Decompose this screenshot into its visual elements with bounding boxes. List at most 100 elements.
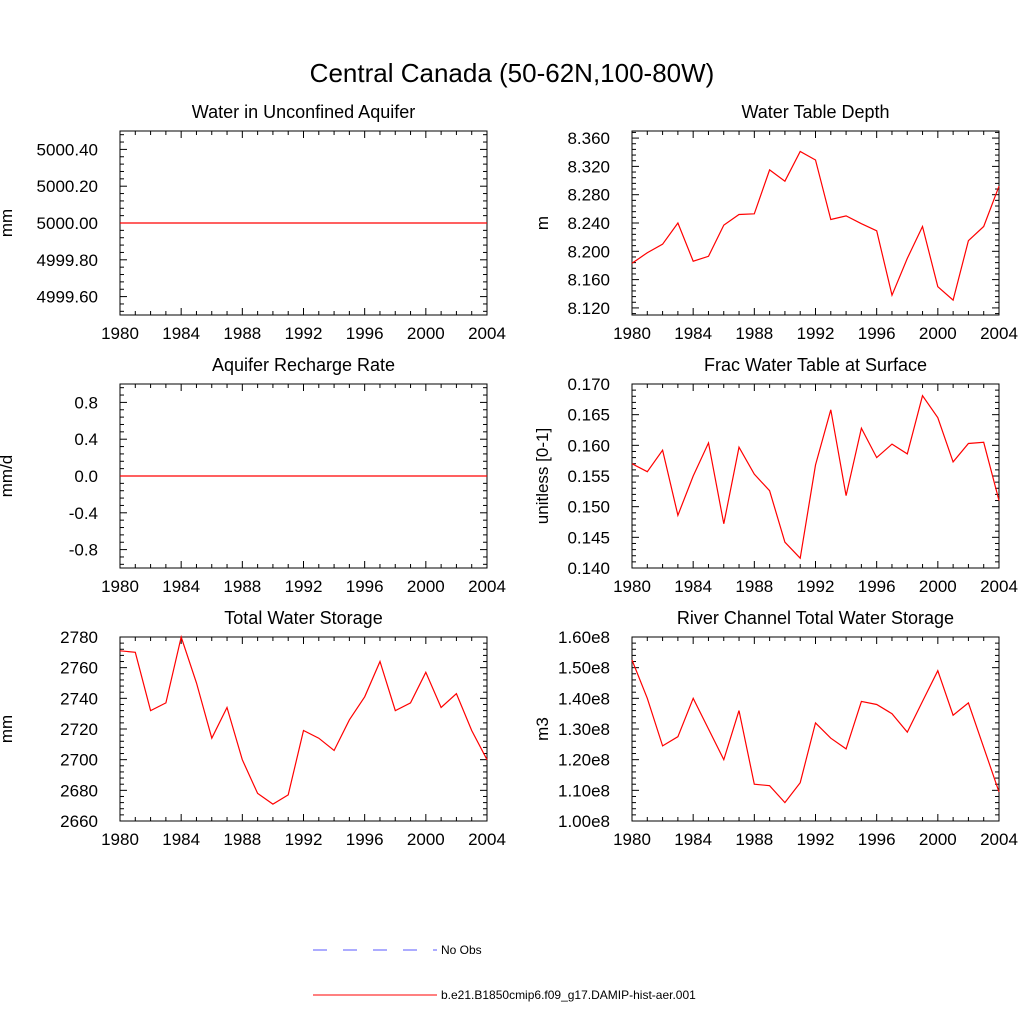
- y-tick-label: 2700: [60, 751, 98, 770]
- y-tick-label: 5000.20: [37, 177, 98, 196]
- x-tick-label: 1988: [735, 577, 773, 596]
- x-tick-label: 2000: [407, 324, 445, 343]
- y-tick-label: 2680: [60, 781, 98, 800]
- x-tick-label: 1980: [613, 830, 651, 849]
- x-tick-label: 2000: [919, 830, 957, 849]
- panel-title: Frac Water Table at Surface: [704, 355, 927, 375]
- y-tick-label: 8.360: [567, 129, 610, 148]
- y-tick-label: 8.320: [567, 157, 610, 176]
- panel-aquifer-recharge-rate: Aquifer Recharge Rate 1980 1984 1988 1992 199…: [0, 355, 506, 596]
- plot-frame: [631, 636, 1000, 822]
- x-tick-label: 1988: [223, 830, 261, 849]
- x-tick-label: 2000: [919, 324, 957, 343]
- y-axis-label: m3: [533, 717, 552, 741]
- x-tick-label: 1980: [613, 577, 651, 596]
- panel-title: Total Water Storage: [224, 608, 382, 628]
- x-tick-label: 1984: [674, 830, 712, 849]
- y-tick-label: 0.0: [74, 467, 98, 486]
- panel-water-in-unconfined-aquifer: Water in Unconfined Aquifer 1980 1984 1988 1…: [0, 102, 506, 343]
- y-tick-label: 1.00e8: [558, 812, 610, 831]
- y-tick-label: 8.120: [567, 299, 610, 318]
- x-tick-label: 1984: [674, 324, 712, 343]
- y-axis-label: mm/d: [0, 455, 16, 498]
- legend-label-model: b.e21.B1850cmip6.f09_g17.DAMIP-hist-aer.…: [441, 988, 696, 1002]
- x-tick-label: 2000: [407, 577, 445, 596]
- series-line: [631, 394, 1000, 560]
- x-tick-label: 1980: [101, 577, 139, 596]
- y-tick-label: 2760: [60, 659, 98, 678]
- x-tick-label: 1996: [858, 830, 896, 849]
- panel-title: Water in Unconfined Aquifer: [192, 102, 415, 122]
- panel-water-table-depth: Water Table Depth 1980 1984 1988 1992 1996 200…: [533, 102, 1018, 343]
- y-tick-label: 0.145: [567, 528, 610, 547]
- y-axis-label: mm: [0, 209, 16, 237]
- x-tick-label: 1992: [285, 577, 323, 596]
- y-tick-label: 1.10e8: [558, 781, 610, 800]
- legend-label-no-obs: No Obs: [441, 943, 482, 957]
- x-tick-label: 1996: [346, 324, 384, 343]
- x-tick-label: 2004: [980, 324, 1018, 343]
- x-tick-label: 1984: [674, 577, 712, 596]
- y-tick-label: 0.8: [74, 393, 98, 412]
- x-tick-label: 1984: [162, 324, 200, 343]
- y-tick-label: 8.160: [567, 271, 610, 290]
- y-axis-label: unitless [0-1]: [533, 428, 552, 524]
- x-tick-label: 2004: [980, 577, 1018, 596]
- y-tick-label: 0.155: [567, 467, 610, 486]
- y-tick-label: 0.4: [74, 430, 98, 449]
- y-axis-label: m: [533, 216, 552, 230]
- y-tick-label: 0.170: [567, 375, 610, 394]
- x-tick-label: 1996: [858, 577, 896, 596]
- series-line: [631, 659, 1000, 804]
- y-axis-label: mm: [0, 715, 16, 743]
- x-tick-label: 1996: [858, 324, 896, 343]
- y-tick-label: 1.60e8: [558, 628, 610, 647]
- x-tick-label: 1988: [735, 324, 773, 343]
- y-tick-label: -0.8: [69, 541, 98, 560]
- y-tick-label: 5000.40: [37, 140, 98, 159]
- y-tick-label: 0.140: [567, 559, 610, 578]
- y-tick-label: 8.280: [567, 186, 610, 205]
- y-tick-label: 1.40e8: [558, 689, 610, 708]
- panel-title: Aquifer Recharge Rate: [212, 355, 395, 375]
- panels: Water in Unconfined Aquifer 1980 1984 1988 1…: [0, 102, 1018, 849]
- y-tick-label: 1.20e8: [558, 751, 610, 770]
- x-tick-label: 2000: [919, 577, 957, 596]
- x-tick-label: 1984: [162, 830, 200, 849]
- x-tick-label: 1992: [285, 324, 323, 343]
- y-tick-label: 2780: [60, 628, 98, 647]
- x-tick-label: 2004: [468, 324, 506, 343]
- main-title: Central Canada (50-62N,100-80W): [310, 58, 715, 88]
- y-tick-label: 2740: [60, 689, 98, 708]
- panel-frac-water-table-at-surface: Frac Water Table at Surface 1980 1984 1988 1…: [533, 355, 1018, 596]
- y-tick-label: 2660: [60, 812, 98, 831]
- x-tick-label: 1984: [162, 577, 200, 596]
- x-tick-label: 2004: [468, 577, 506, 596]
- x-tick-label: 1996: [346, 577, 384, 596]
- x-tick-label: 1988: [223, 577, 261, 596]
- series-line: [119, 634, 488, 805]
- x-tick-label: 2000: [407, 830, 445, 849]
- panel-total-water-storage: Total Water Storage 1980 1984 1988 1992 1996 2…: [0, 608, 506, 849]
- y-tick-label: 2720: [60, 720, 98, 739]
- y-tick-label: 0.160: [567, 436, 610, 455]
- x-tick-label: 2004: [468, 830, 506, 849]
- x-tick-label: 1980: [101, 324, 139, 343]
- x-tick-label: 1980: [101, 830, 139, 849]
- x-tick-label: 1992: [797, 324, 835, 343]
- y-tick-label: 0.165: [567, 406, 610, 425]
- panel-title: River Channel Total Water Storage: [677, 608, 954, 628]
- y-tick-label: 1.30e8: [558, 720, 610, 739]
- y-tick-label: 8.200: [567, 242, 610, 261]
- x-tick-label: 1992: [797, 830, 835, 849]
- x-tick-label: 1988: [735, 830, 773, 849]
- y-tick-label: 8.240: [567, 214, 610, 233]
- y-tick-label: -0.4: [69, 504, 98, 523]
- x-tick-label: 1992: [285, 830, 323, 849]
- x-tick-label: 1988: [223, 324, 261, 343]
- x-tick-label: 1992: [797, 577, 835, 596]
- panel-title: Water Table Depth: [741, 102, 889, 122]
- x-tick-label: 1980: [613, 324, 651, 343]
- y-tick-label: 1.50e8: [558, 659, 610, 678]
